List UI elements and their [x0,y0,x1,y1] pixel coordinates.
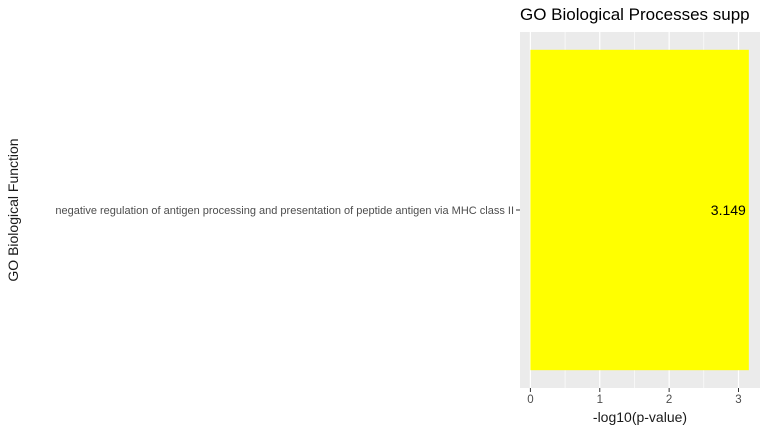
data-labels: 3.149 [711,202,746,218]
x-tick-label: 1 [597,394,603,406]
y-axis: negative regulation of antigen processin… [55,205,520,217]
x-tick-label: 2 [666,394,672,406]
x-tick-label: 3 [735,394,741,406]
y-category-label: negative regulation of antigen processin… [55,205,514,217]
bar [530,49,749,371]
bars [530,49,749,371]
x-axis-title: -log10(p-value) [593,409,687,425]
data-label: 3.149 [711,202,746,218]
chart-title: GO Biological Processes supp [520,5,750,24]
x-axis: 0 1 2 3 [527,388,742,406]
x-tick-label: 0 [527,394,533,406]
y-axis-title: GO Biological Function [5,138,21,281]
